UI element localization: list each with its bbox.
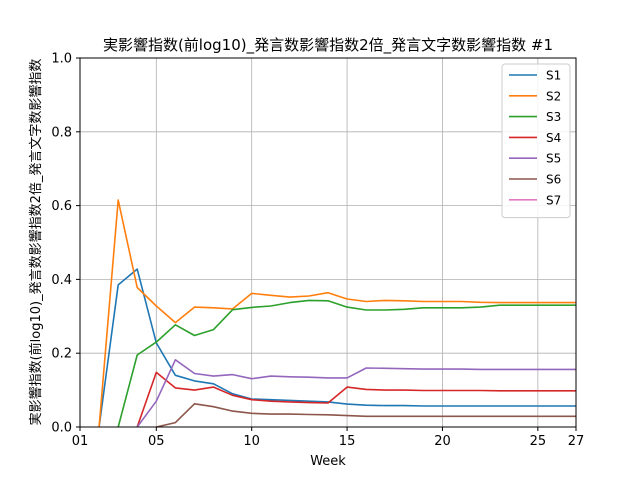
series-lines (98, 199, 576, 428)
x-axis-label: Week (310, 454, 346, 469)
y-tick-label: 0.2 (51, 347, 72, 362)
x-tick-label: 25 (530, 434, 547, 449)
legend-label-s5: S5 (546, 152, 561, 166)
series-line-s6 (156, 402, 576, 428)
legend-label-s6: S6 (546, 173, 561, 187)
x-tick-label: 05 (148, 434, 165, 449)
x-tick-label: 10 (243, 434, 260, 449)
y-tick-label: 0.8 (51, 125, 72, 140)
legend-label-s7: S7 (546, 193, 561, 207)
x-tick-label: 20 (434, 434, 451, 449)
series-line-s3 (117, 299, 576, 428)
x-axis-ticks: 01 05 10 15 20 25 27 (72, 427, 585, 449)
plot-frame (79, 57, 577, 428)
series-line-s4 (136, 371, 576, 428)
x-tick-label: 01 (72, 434, 89, 449)
y-tick-label: 0.0 (51, 421, 72, 436)
x-tick-label: 15 (339, 434, 356, 449)
legend-label-s3: S3 (546, 110, 561, 124)
y-tick-label: 0.4 (51, 273, 72, 288)
legend-label-s2: S2 (546, 89, 561, 103)
y-tick-label: 1.0 (51, 52, 72, 67)
series-line-s5 (136, 358, 576, 428)
y-axis-ticks: 0.0 0.2 0.4 0.6 0.8 1.0 (51, 52, 80, 436)
x-tick-label: 27 (568, 434, 585, 449)
legend-label-s1: S1 (546, 69, 561, 83)
y-tick-label: 0.6 (51, 199, 72, 214)
legend: S1 S2 S3 S4 S5 S6 S7 (501, 63, 571, 219)
chart-title: 実影響指数(前log10)_発言数影響指数2倍_発言文字数影響指数 #1 (103, 36, 553, 55)
legend-label-s4: S4 (546, 131, 561, 145)
series-line-s2 (98, 199, 576, 428)
y-axis-label: 実影響指数(前log10)_発言数影響指数2倍_発言文字数影響指数 (28, 59, 44, 426)
series-line-s1 (98, 268, 576, 428)
